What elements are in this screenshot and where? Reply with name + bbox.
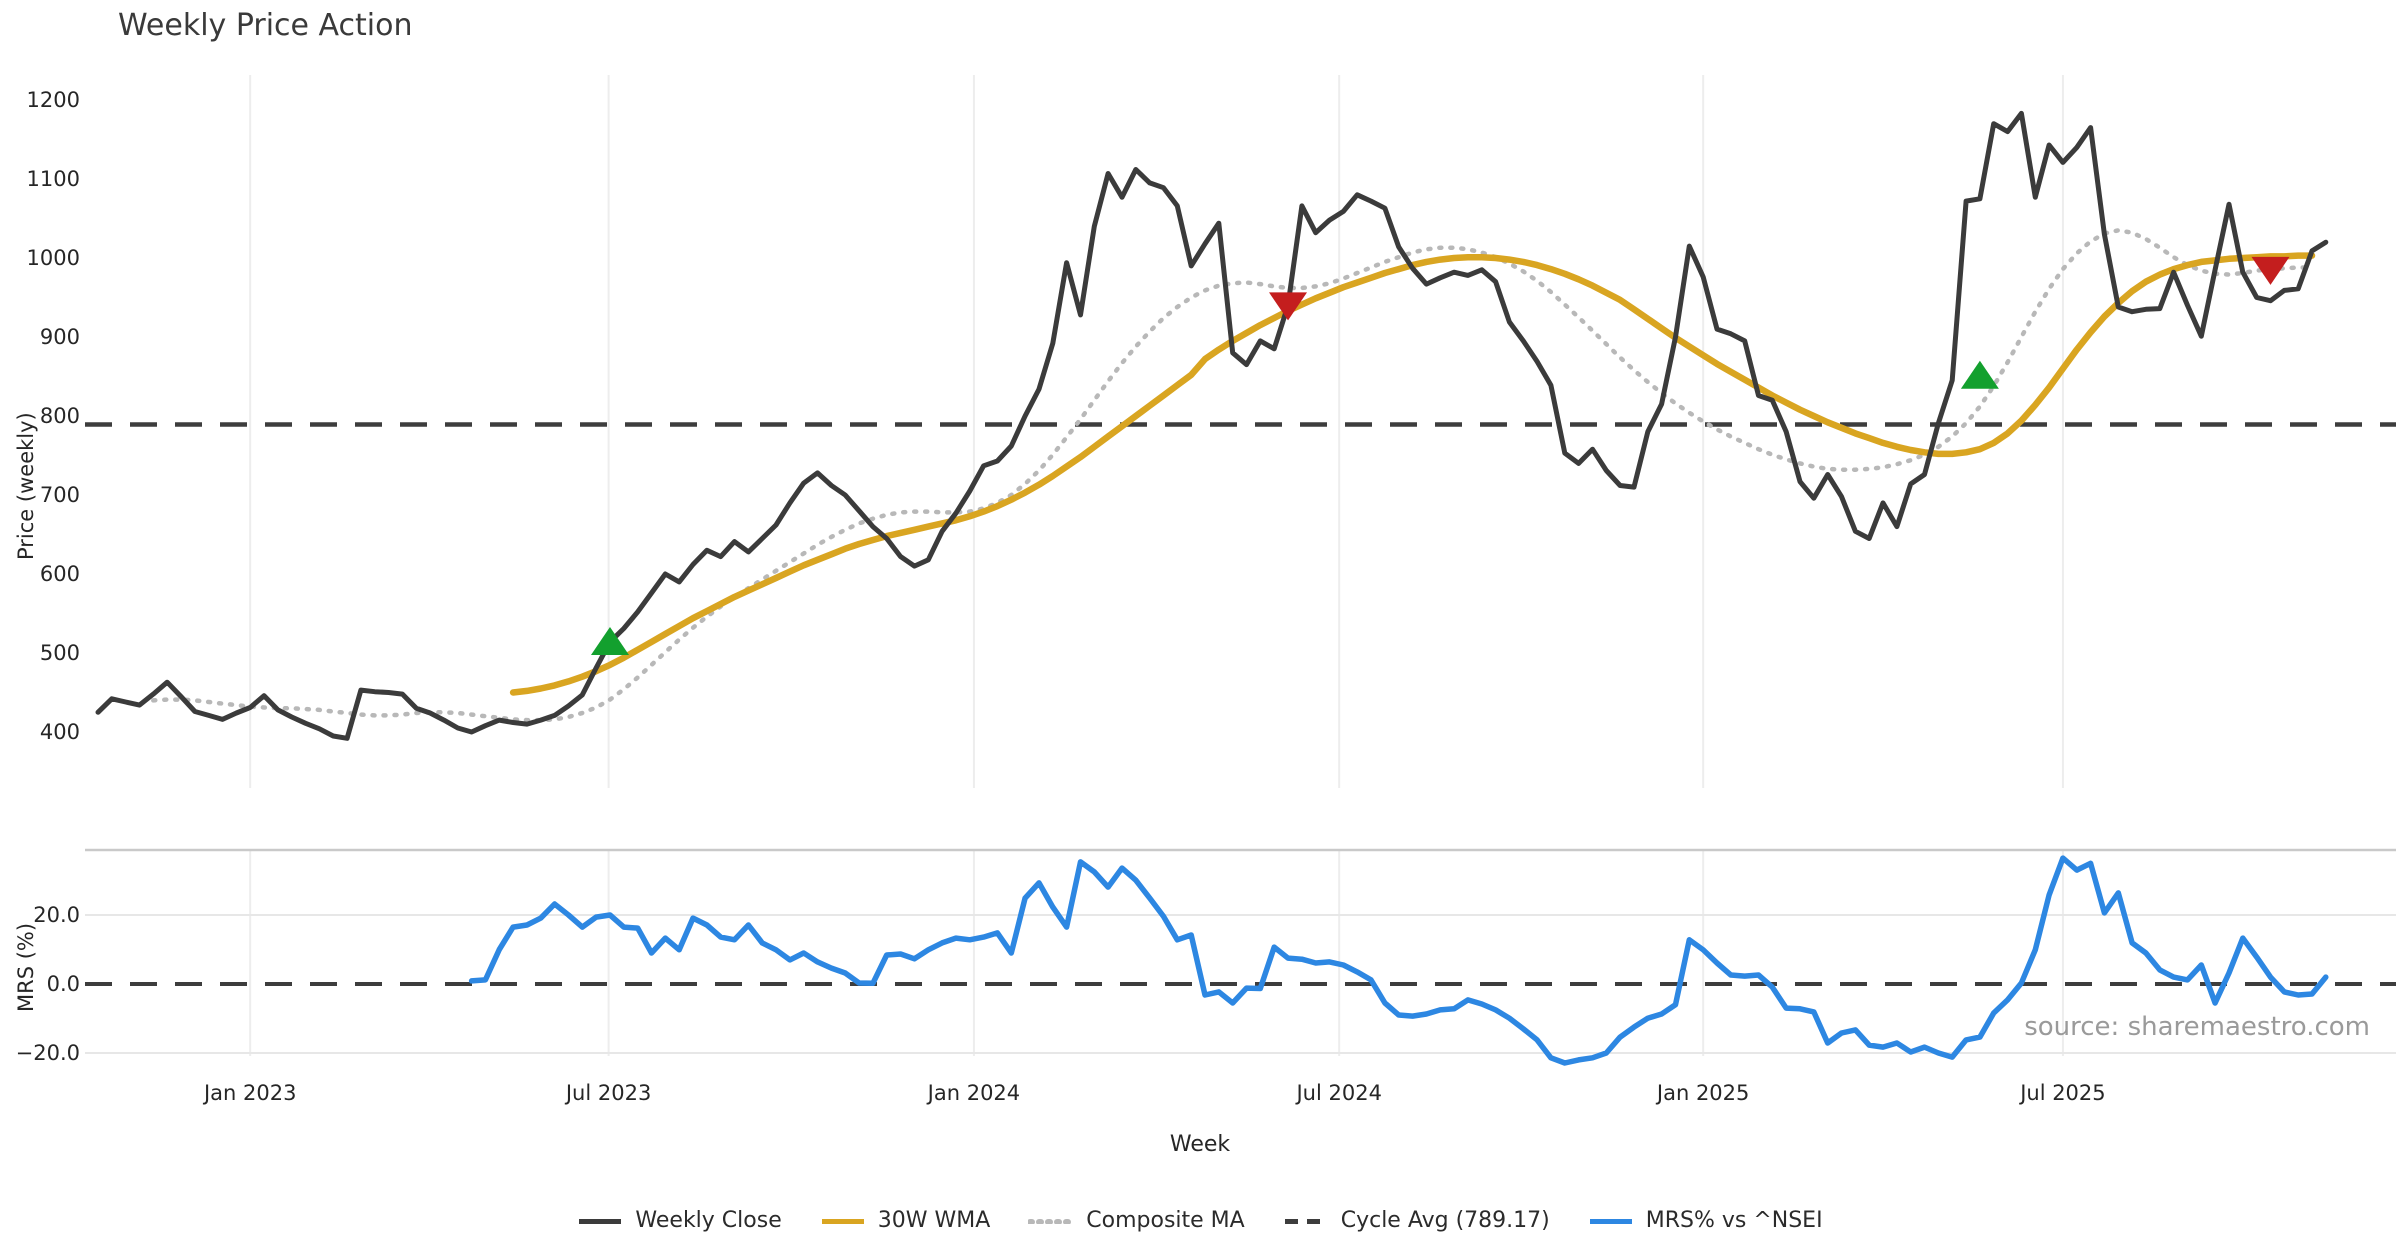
- legend-swatch: [1589, 1218, 1632, 1224]
- mrs-tick-label: 0.0: [47, 972, 80, 996]
- legend-label: Weekly Close: [635, 1208, 782, 1233]
- mrs-line: [468, 855, 2329, 1066]
- weekly-close-line: [95, 110, 2329, 741]
- x-tick-label: Jul 2024: [1294, 1081, 1381, 1105]
- price-tick-label: 700: [40, 483, 80, 507]
- x-axis-label: Week: [1169, 1132, 1231, 1157]
- legend-item-30w-wma: 30W WMA: [820, 1208, 991, 1233]
- legend-item-weekly-close: Weekly Close: [577, 1208, 782, 1233]
- x-tick-label: Jul 2025: [2018, 1081, 2105, 1105]
- legend-label: 30W WMA: [877, 1208, 991, 1233]
- price-tick-label: 1100: [27, 167, 80, 191]
- mrs-tick-label: 20.0: [33, 903, 80, 927]
- sell-signal-marker: [2251, 256, 2290, 285]
- x-tick-label: Jan 2023: [202, 1081, 297, 1105]
- buy-signal-marker: [1960, 360, 1999, 389]
- price-tick-label: 600: [40, 562, 80, 586]
- legend-swatch: [821, 1218, 864, 1224]
- legend-swatch: [1028, 1218, 1075, 1224]
- legend-item-mrs-vs-nsei: MRS% vs ^NSEI: [1588, 1208, 1823, 1233]
- chart-legend: Weekly Close 30W WMA Composite MA Cycle Avg…: [0, 1208, 2400, 1233]
- sell-signal-marker: [1269, 292, 1308, 321]
- x-tick-label: Jan 2024: [926, 1081, 1021, 1105]
- legend-label: Composite MA: [1086, 1208, 1245, 1233]
- x-tick-label: Jul 2023: [564, 1081, 651, 1105]
- price-tick-label: 900: [40, 325, 80, 349]
- legend-item-cycle-avg-789-17: Cycle Avg (789.17): [1283, 1208, 1550, 1233]
- price-axis-label: Price (weekly): [14, 412, 38, 560]
- source-credit: source: sharemaestro.com: [2024, 1012, 2370, 1042]
- price-tick-label: 500: [40, 641, 80, 665]
- legend-label: MRS% vs ^NSEI: [1645, 1208, 1823, 1233]
- price-tick-label: 400: [40, 720, 80, 744]
- legend-item-composite-ma: Composite MA: [1028, 1208, 1245, 1233]
- x-tick-label: Jan 2025: [1655, 1081, 1750, 1105]
- mrs-axis-label: MRS (%): [14, 922, 38, 1012]
- legend-swatch: [579, 1218, 622, 1224]
- price-tick-label: 1200: [27, 88, 80, 112]
- price-tick-label: 1000: [27, 246, 80, 270]
- legend-label: Cycle Avg (789.17): [1340, 1208, 1550, 1233]
- buy-signal-marker: [590, 626, 629, 655]
- wma-30w-line: [509, 252, 2316, 696]
- mrs-tick-label: −20.0: [16, 1041, 80, 1065]
- price-tick-label: 800: [40, 404, 80, 428]
- composite-ma-line: [151, 228, 2315, 723]
- chart-title: Weekly Price Action: [118, 8, 413, 43]
- legend-swatch: [1284, 1218, 1327, 1224]
